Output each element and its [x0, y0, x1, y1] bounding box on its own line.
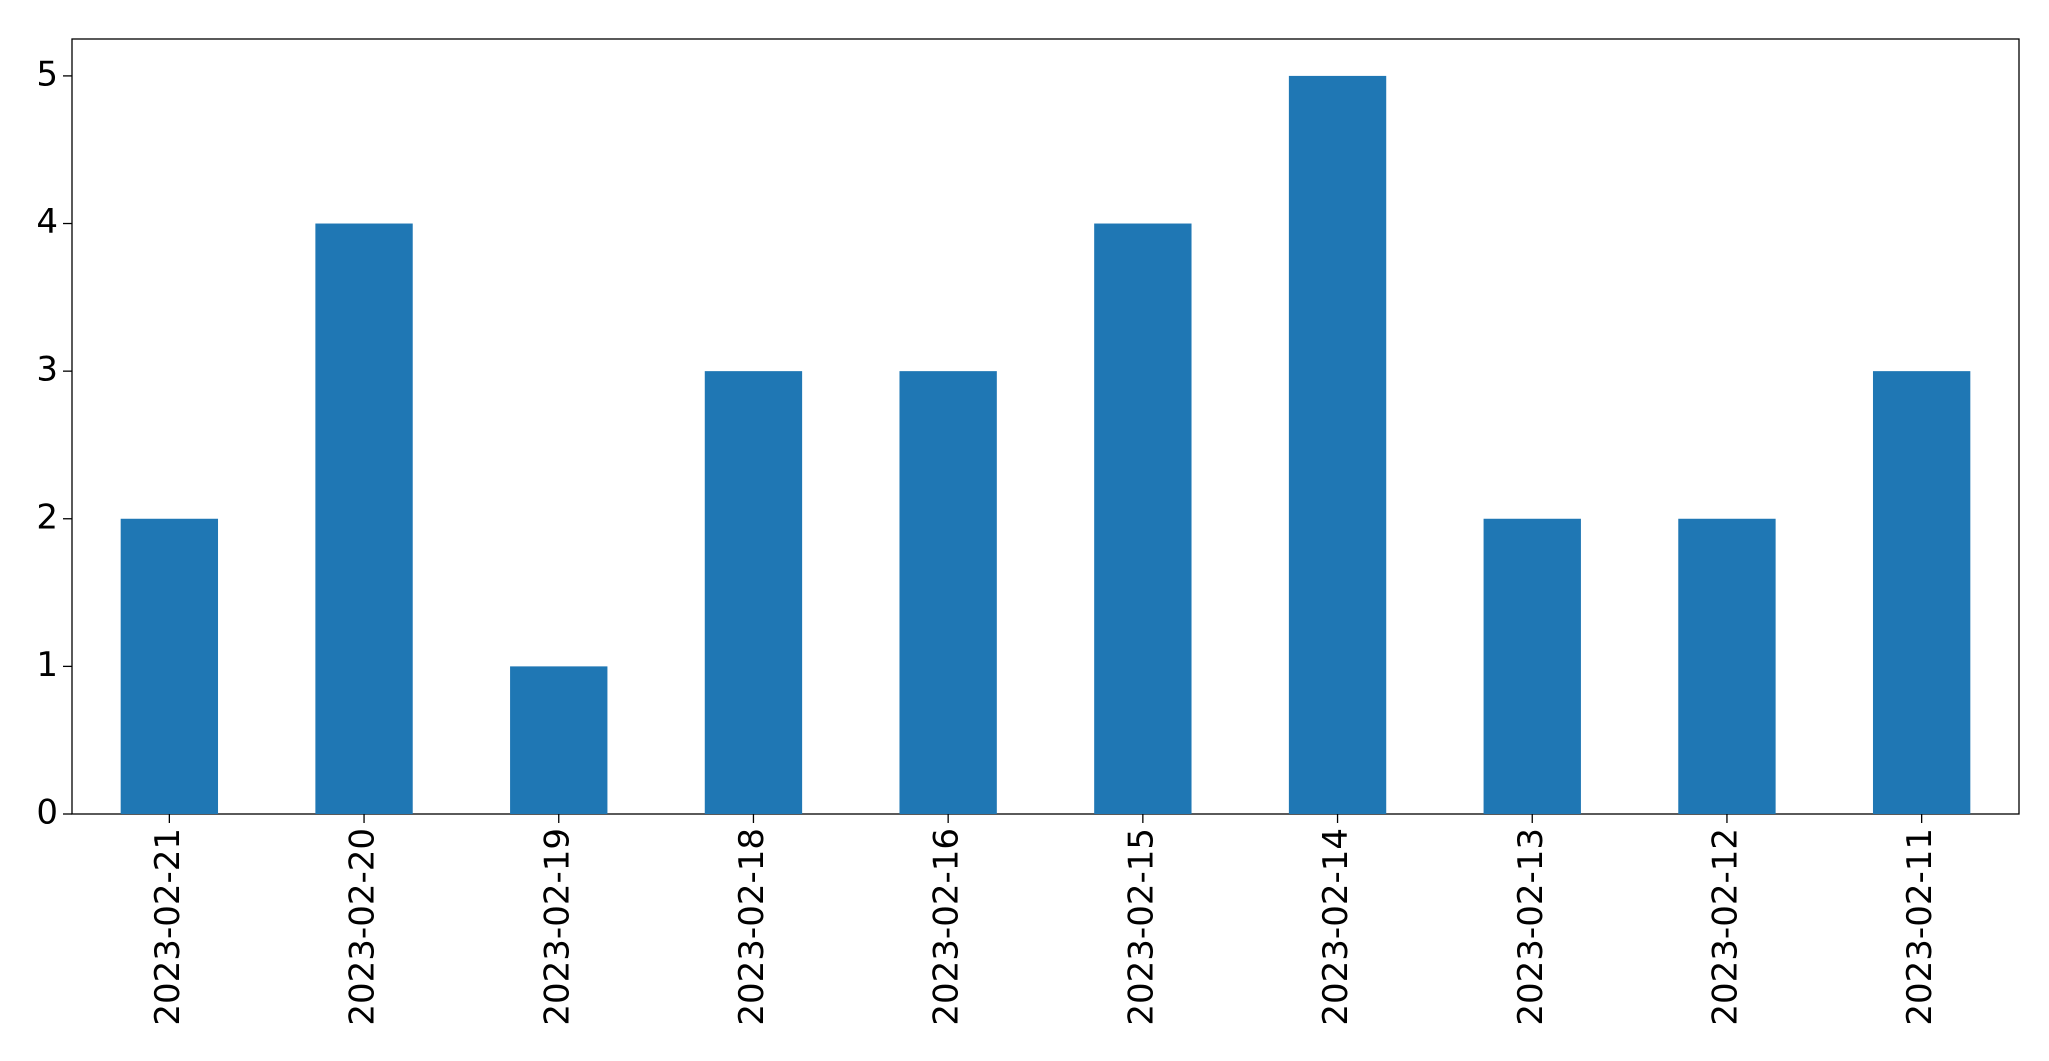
y-tick-label: 3 — [36, 350, 58, 390]
y-tick-label: 1 — [36, 645, 58, 685]
x-tick-label: 2023-02-18 — [732, 828, 772, 1026]
y-tick-label: 0 — [36, 793, 58, 833]
x-tick-label: 2023-02-19 — [537, 828, 577, 1026]
bar — [1678, 518, 1776, 814]
x-tick-label: 2023-02-20 — [343, 828, 383, 1026]
x-tick-label: 2023-02-11 — [1900, 828, 1940, 1026]
plot-frame — [71, 38, 2020, 815]
bar — [510, 666, 608, 814]
x-tick-label: 2023-02-14 — [1316, 828, 1356, 1026]
x-tick-label: 2023-02-21 — [148, 828, 188, 1026]
y-tick-label: 5 — [36, 54, 58, 94]
y-tick-label: 4 — [36, 202, 58, 242]
bar — [1483, 518, 1581, 814]
bar — [120, 518, 219, 814]
y-tick-label: 2 — [36, 497, 58, 537]
bar — [1872, 371, 1971, 814]
bar — [315, 223, 413, 814]
x-tick-label: 2023-02-13 — [1511, 828, 1551, 1026]
bar — [1288, 75, 1387, 814]
bar — [704, 371, 803, 814]
x-tick-label: 2023-02-16 — [927, 828, 967, 1026]
x-tick-label: 2023-02-15 — [1121, 828, 1161, 1026]
x-tick-label: 2023-02-12 — [1705, 828, 1745, 1026]
bar — [899, 371, 997, 814]
bar — [1094, 223, 1192, 814]
